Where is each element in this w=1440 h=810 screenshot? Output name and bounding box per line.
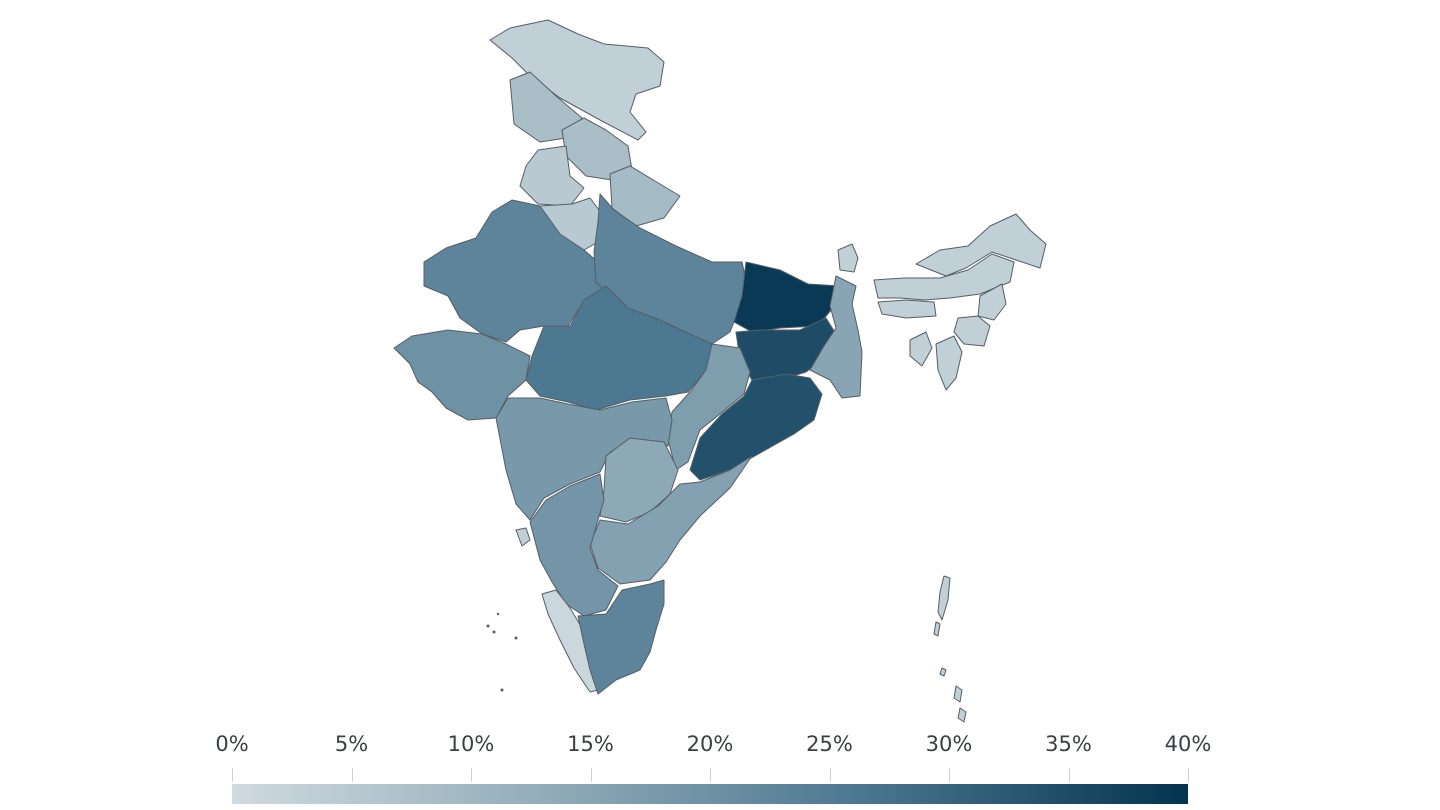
legend-tick-mark — [710, 768, 711, 782]
region-goa[interactable] — [515, 527, 531, 547]
legend-tick-label: 25% — [806, 732, 853, 756]
legend-tick-label: 0% — [215, 732, 249, 756]
legend-tick-mark — [949, 768, 950, 782]
legend-tick-mark — [232, 768, 233, 782]
region-nagaland[interactable] — [977, 283, 1007, 321]
region-chhattisgarh[interactable] — [667, 343, 751, 471]
legend-tick-mark — [1188, 768, 1189, 782]
region-rajasthan[interactable] — [423, 199, 611, 343]
region-assam[interactable] — [873, 253, 1015, 301]
legend-tick-mark — [471, 768, 472, 782]
region-andaman-and-nicobar-islands[interactable] — [933, 575, 967, 723]
region-arunachal-pradesh[interactable] — [915, 213, 1047, 277]
legend-tick-mark — [1068, 768, 1070, 782]
legend-tick-mark — [829, 768, 831, 782]
region-meghalaya[interactable] — [877, 299, 937, 319]
legend-tick-label: 30% — [925, 732, 973, 756]
region-mizoram[interactable] — [935, 335, 963, 391]
region-tripura[interactable] — [909, 331, 933, 367]
color-scale-bar — [232, 784, 1188, 804]
legend-tick-mark — [590, 768, 592, 782]
region-andhra-pradesh[interactable] — [589, 455, 753, 585]
region-west-bengal[interactable] — [809, 275, 863, 399]
region-uttar-pradesh[interactable] — [593, 193, 749, 345]
region-sikkim[interactable] — [837, 243, 859, 273]
legend-tick-label: 5% — [334, 732, 369, 756]
region-karnataka[interactable] — [529, 473, 619, 617]
india-choropleth-map — [393, 19, 1047, 723]
legend-tick-label: 10% — [447, 732, 495, 756]
lakshadweep-islands — [486, 612, 518, 692]
region-manipur[interactable] — [953, 315, 991, 347]
legend-tick-label: 20% — [686, 732, 734, 756]
region-gujarat[interactable] — [393, 329, 531, 421]
legend-tick-mark — [351, 768, 353, 782]
legend-tick-label: 35% — [1045, 732, 1092, 756]
legend-tick-label: 15% — [567, 732, 614, 756]
legend-tick-label: 40% — [1164, 732, 1212, 756]
color-scale-legend: 0% 5% 10% 15% 20% 25% 30% 35% 40% — [200, 728, 1230, 808]
region-tamil-nadu[interactable] — [577, 579, 665, 695]
